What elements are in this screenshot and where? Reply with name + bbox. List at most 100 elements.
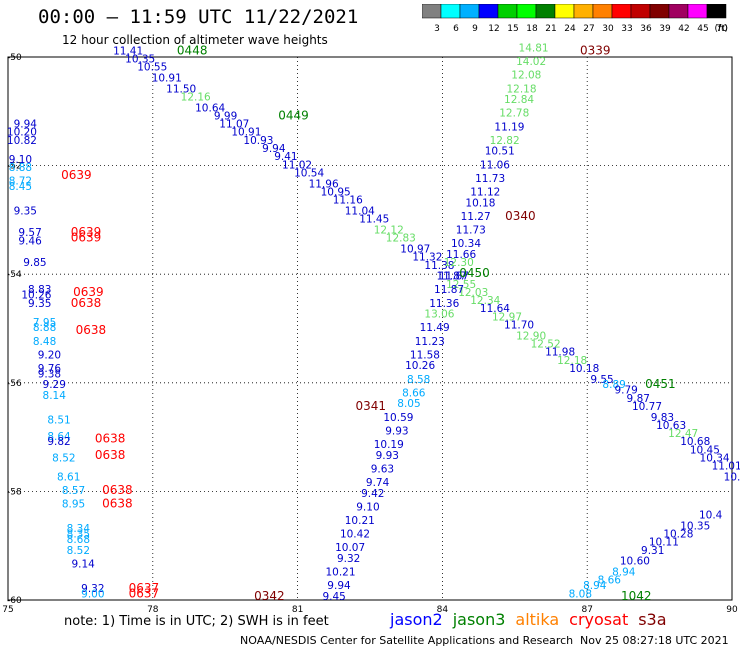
chart-subtitle: 12 hour collection of altimeter wave hei… <box>62 33 328 47</box>
wave-height-value: 12.55 <box>446 279 476 291</box>
wave-height-value: 10.68 <box>680 436 710 448</box>
wave-height-value: 11.27 <box>461 211 491 223</box>
wave-height-value: 12.08 <box>511 70 541 82</box>
pass-time-label: 0341 <box>356 399 387 413</box>
wave-height-value: 10.21 <box>325 567 355 579</box>
wave-height-value: 9.85 <box>23 257 46 269</box>
wave-height-value: 11.98 <box>545 347 575 359</box>
wave-height-value: 10.26 <box>21 290 51 302</box>
wave-height-value: 10.20 <box>7 127 37 139</box>
wave-height-value: 10.60 <box>620 556 650 568</box>
wave-height-value: 9.45 <box>322 591 345 603</box>
wave-height-value: 8.61 <box>57 472 80 484</box>
wave-height-value: 8.58 <box>407 374 430 386</box>
wave-height-value: 9.41 <box>274 151 297 163</box>
map-frame <box>7 56 733 601</box>
lat-tick-label: -56 <box>7 379 22 389</box>
wave-height-value: 10.54 <box>294 167 324 179</box>
wave-height-value: 10.91 <box>231 127 261 139</box>
wave-height-value: 12.30 <box>444 257 474 269</box>
wave-height-value: 8.48 <box>33 336 56 348</box>
credit-line: NOAA/NESDIS Center for Satellite Applica… <box>240 634 574 647</box>
wave-height-value: 11.66 <box>446 249 476 261</box>
wave-height-value: 11.87 <box>439 271 469 283</box>
wave-height-value: 11.02 <box>282 159 312 171</box>
wave-height-value: 10.93 <box>243 135 273 147</box>
wave-height-value: 10.18 <box>465 197 495 209</box>
wave-height-value: 9.46 <box>18 235 42 247</box>
wave-height-value: 9.14 <box>71 558 95 570</box>
wave-height-value: 10.4 <box>699 510 723 522</box>
colorbar-tick: 18 <box>526 24 538 34</box>
wave-height-value: 9.83 <box>651 412 674 424</box>
wave-height-value: 8.51 <box>47 415 70 427</box>
wave-height-value: 7.95 <box>33 317 56 329</box>
wave-height-value: 10.21 <box>345 515 375 527</box>
wave-height-value: 12.16 <box>181 91 211 103</box>
wave-height-value: 11.32 <box>412 252 442 264</box>
wave-height-value: 10.11 <box>649 537 679 549</box>
wave-height-value: 12.97 <box>492 311 522 323</box>
pass-time-label: 0448 <box>177 43 208 57</box>
colorbar-unit: (ft) <box>714 24 728 34</box>
pass-time-label: 0638 <box>76 323 107 337</box>
colorbar-tick: 3 <box>434 24 440 34</box>
colorbar-tick: 30 <box>602 24 614 34</box>
wave-height-value: 11.04 <box>345 205 375 217</box>
pass-time-label: 1042 <box>621 589 652 603</box>
satellite-legend: jason2 jason3 altika cryosat s3a <box>390 610 677 629</box>
wave-height-value: 11.50 <box>166 83 196 95</box>
wave-height-value: 8.83 <box>28 284 51 296</box>
generation-timestamp: Nov 25 08:27:18 UTC 2021 <box>580 634 729 647</box>
lon-tick-label: 78 <box>147 605 159 615</box>
lat-tick-label: -60 <box>7 596 22 606</box>
wave-height-value: 8.05 <box>397 398 420 410</box>
wave-height-value: 12.52 <box>531 339 561 351</box>
colorbar-tick: 15 <box>507 24 518 34</box>
wave-height-value: 11.87 <box>434 284 464 296</box>
wave-height-value: 11.64 <box>480 303 510 315</box>
pass-time-label: 0637 <box>129 581 160 595</box>
wave-height-value: 9.10 <box>9 154 32 166</box>
colorbar-tick: 24 <box>564 24 576 34</box>
wave-height-value: 8.66 <box>402 387 426 399</box>
colorbar-tick: 33 <box>621 24 632 34</box>
wave-height-value: 10.69 <box>724 472 740 484</box>
colorbar-tick: 9 <box>472 24 478 34</box>
wave-height-value: 11.73 <box>456 224 486 236</box>
wave-height-value: 8.52 <box>52 453 75 465</box>
wave-height-value: 12.78 <box>499 108 529 120</box>
wave-height-value: 10.64 <box>195 102 225 114</box>
wave-height-value: 12.12 <box>374 224 404 236</box>
wave-height-value: 11.38 <box>424 260 454 272</box>
wave-height-value: 10.35 <box>125 53 155 65</box>
wave-height-value: 9.63 <box>371 463 394 475</box>
wave-height-value: 9.93 <box>385 425 408 437</box>
footnote: note: 1) Time is in UTC; 2) SWH is in fe… <box>64 614 329 629</box>
colorbar-tick: 39 <box>659 24 671 34</box>
wave-height-value: 11.73 <box>475 173 505 185</box>
wave-height-value: 8.14 <box>43 390 67 402</box>
pass-time-label: 0639 <box>71 225 102 239</box>
wave-height-value: 10.26 <box>405 360 435 372</box>
wave-height-value: 9.74 <box>366 477 390 489</box>
wave-height-value: 10.34 <box>451 238 481 250</box>
pass-time-label: 0449 <box>278 108 309 122</box>
wave-height-value: 10.95 <box>321 186 351 198</box>
wave-height-value: 9.99 <box>214 110 237 122</box>
wave-height-value: 8.68 <box>67 534 90 546</box>
lat-tick-label: -58 <box>7 487 22 497</box>
wave-height-value: 8.94 <box>612 567 636 579</box>
pass-time-label: 0639 <box>71 231 102 245</box>
wave-height-value: 10.07 <box>335 542 365 554</box>
wave-height-value: 9.93 <box>376 450 399 462</box>
pass-time-label: 0339 <box>580 43 611 57</box>
legend-jason2: jason2 <box>390 610 443 629</box>
wave-height-value: 9.29 <box>43 379 66 391</box>
wave-height-value: 8.52 <box>67 545 90 557</box>
legend-altika: altika <box>515 610 560 629</box>
pass-time-label: 0638 <box>102 483 133 497</box>
wave-height-value: 9.94 <box>327 580 351 592</box>
wave-height-value: 9.00 <box>81 588 104 600</box>
